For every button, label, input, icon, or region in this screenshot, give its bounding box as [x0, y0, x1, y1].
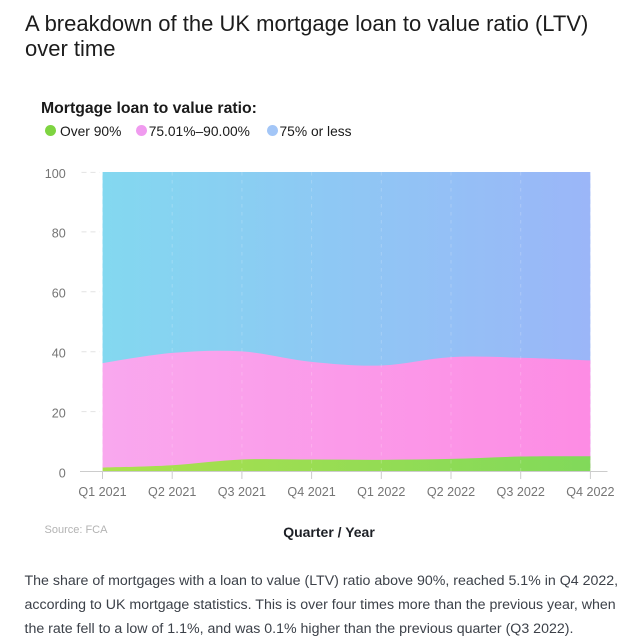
svg-text:Q2 2021: Q2 2021: [148, 485, 196, 499]
svg-text:40: 40: [52, 347, 66, 361]
svg-text:Q1 2022: Q1 2022: [357, 485, 405, 499]
svg-text:Q3 2022: Q3 2022: [497, 485, 545, 499]
svg-text:Q4 2022: Q4 2022: [566, 485, 614, 499]
svg-text:80: 80: [52, 227, 66, 241]
svg-text:Q1 2021: Q1 2021: [78, 485, 126, 499]
svg-text:100: 100: [45, 167, 66, 181]
svg-text:Q2 2022: Q2 2022: [427, 485, 475, 499]
svg-text:0: 0: [59, 466, 66, 480]
svg-text:20: 20: [52, 406, 66, 420]
svg-text:Q4 2021: Q4 2021: [287, 485, 335, 499]
svg-text:60: 60: [52, 287, 66, 301]
svg-text:Q3 2021: Q3 2021: [218, 485, 266, 499]
